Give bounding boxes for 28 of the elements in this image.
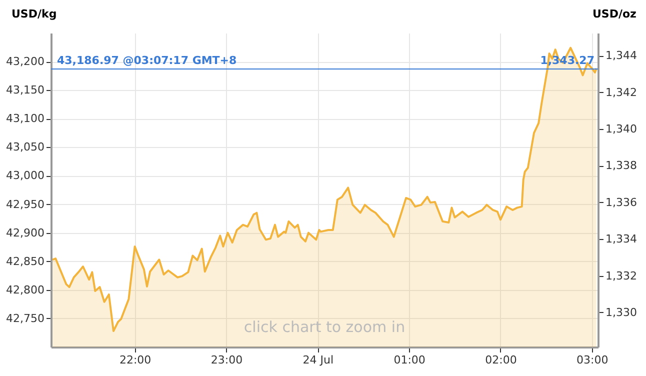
x-tick-label: 01:00 bbox=[394, 354, 426, 366]
y-tick-label: 42,900 bbox=[6, 226, 44, 240]
annotation: click chart to zoom in bbox=[244, 318, 406, 336]
y2-tick-label: 1,334 bbox=[606, 232, 637, 246]
x-tick-label: 02:00 bbox=[485, 354, 517, 366]
y2-tick-label: 1,342 bbox=[606, 86, 637, 99]
ref-line-label: 43,186.97 @03:07:17 GMT+8 bbox=[57, 54, 237, 67]
y2-tick-label: 1,340 bbox=[606, 122, 637, 136]
y-tick-label: 43,100 bbox=[6, 112, 44, 126]
y-tick-label: 42,850 bbox=[6, 254, 44, 268]
x-tick-label: 03:00 bbox=[576, 354, 608, 366]
y-axis-title: USD/kg bbox=[12, 8, 57, 20]
y2-axis-title: USD/oz bbox=[592, 8, 636, 20]
y-tick-label: 42,950 bbox=[6, 198, 44, 211]
y2-tick-label: 1,330 bbox=[606, 306, 637, 319]
y2-tick-label: 1,338 bbox=[606, 159, 637, 172]
y-tick-label: 42,750 bbox=[6, 312, 44, 325]
y2-tick-label: 1,332 bbox=[606, 269, 637, 282]
y2-tick-label: 1,344 bbox=[606, 49, 637, 62]
y-tick-label: 43,000 bbox=[6, 169, 44, 182]
y2-tick-label: 1,336 bbox=[606, 196, 637, 209]
x-tick-label: 23:00 bbox=[210, 354, 243, 366]
y-tick-label: 43,050 bbox=[6, 140, 44, 154]
y-tick-label: 43,200 bbox=[6, 55, 44, 68]
y-tick-label: 42,800 bbox=[6, 283, 44, 296]
x-tick-label: 24 Jul bbox=[302, 354, 334, 366]
y-tick-label: 43,150 bbox=[6, 84, 44, 97]
x-tick-label: 22:00 bbox=[119, 354, 152, 366]
